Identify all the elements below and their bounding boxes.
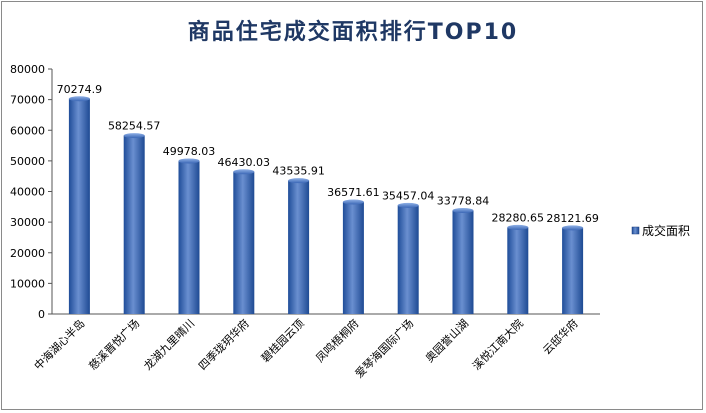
y-tick-label: 0 <box>38 308 45 321</box>
bars <box>68 96 584 315</box>
category-label: 慈溪晋悦广场 <box>86 316 143 373</box>
data-label: 33778.84 <box>437 195 490 208</box>
data-label: 28121.69 <box>546 212 599 225</box>
bar-body <box>288 180 310 314</box>
data-label: 46430.03 <box>218 156 271 169</box>
category-label: 溪悦江南大院 <box>469 316 526 373</box>
bar-top <box>507 224 529 230</box>
legend-label: 成交面积 <box>642 223 690 238</box>
bar-body <box>123 135 145 314</box>
bar-body <box>342 201 364 314</box>
data-label: 70274.9 <box>57 83 103 96</box>
bar-top <box>233 169 255 175</box>
bar <box>452 208 474 314</box>
bar <box>342 199 364 314</box>
category-label: 龙湖九里晴川 <box>141 317 197 373</box>
data-label: 58254.57 <box>108 120 161 133</box>
y-tick-label: 40000 <box>10 186 45 199</box>
bar-top <box>68 96 90 102</box>
data-label: 43535.91 <box>272 165 325 178</box>
bar <box>397 202 419 314</box>
category-label: 云邸华府 <box>540 316 581 357</box>
bar <box>178 158 200 314</box>
bar-body <box>397 205 419 314</box>
y-tick-label: 20000 <box>10 247 45 260</box>
category-label: 碧桂园云顶 <box>258 316 307 365</box>
bar-top <box>288 178 310 184</box>
data-label: 49978.03 <box>163 145 216 158</box>
bar <box>562 225 584 314</box>
bar-body <box>507 227 529 314</box>
y-tick-label: 50000 <box>10 155 45 168</box>
bar-body <box>562 227 584 314</box>
category-label: 凤鸣梧桐府 <box>313 316 362 365</box>
data-label: 28280.65 <box>492 211 545 224</box>
bar <box>233 169 255 314</box>
y-tick-label: 30000 <box>10 216 45 229</box>
category-label: 四季珑玥华府 <box>195 316 252 373</box>
y-tick-label: 10000 <box>10 277 45 290</box>
category-label: 中海湖心半岛 <box>31 316 88 373</box>
bar-body <box>452 210 474 314</box>
legend: 成交面积 <box>631 223 690 238</box>
bar-body <box>68 98 90 315</box>
bar-top <box>123 133 145 139</box>
data-label: 35457.04 <box>382 189 435 202</box>
bar <box>507 224 529 314</box>
data-labels: 70274.958254.5749978.0346430.0343535.913… <box>57 83 599 225</box>
data-label: 36571.61 <box>327 186 380 199</box>
bar-top <box>178 158 200 164</box>
y-tick-label: 70000 <box>10 94 45 107</box>
bar <box>288 178 310 314</box>
y-tick-label: 60000 <box>10 124 45 137</box>
bar-top <box>397 202 419 208</box>
bar <box>123 133 145 314</box>
bar <box>68 96 90 315</box>
legend-swatch <box>631 226 640 235</box>
bar-body <box>233 171 255 314</box>
bar-top <box>452 208 474 214</box>
bar-body <box>178 160 200 314</box>
bar-top <box>562 225 584 231</box>
category-label: 奥园誉山湖 <box>422 316 471 365</box>
bar-top <box>342 199 364 205</box>
chart-title: 商品住宅成交面积排行TOP10 <box>187 20 519 45</box>
category-label: 爱琴海国际广场 <box>352 316 416 380</box>
y-tick-label: 80000 <box>10 63 45 76</box>
